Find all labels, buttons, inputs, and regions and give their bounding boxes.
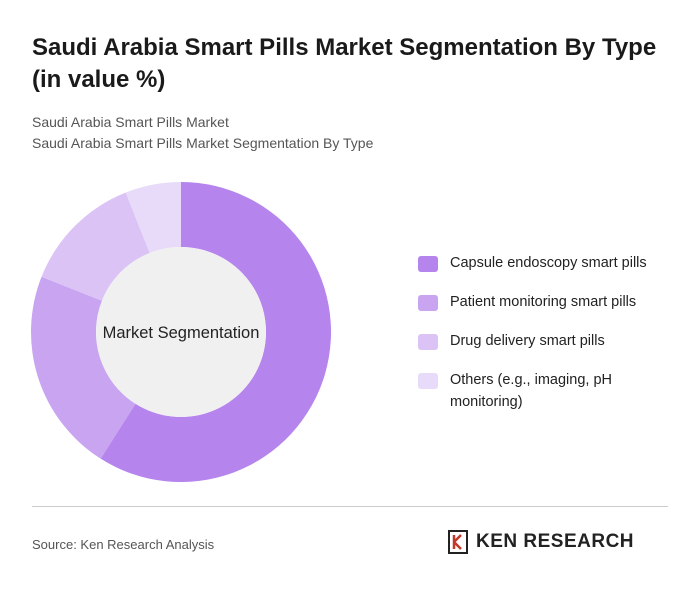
legend-item: Patient monitoring smart pills — [418, 291, 668, 313]
legend-label: Others (e.g., imaging, pH monitoring) — [450, 372, 612, 410]
brand-name: KEN RESEARCH — [476, 531, 635, 552]
donut-chart: Market Segmentation — [30, 182, 331, 482]
legend-item: Capsule endoscopy smart pills — [418, 252, 668, 274]
legend-item: Others (e.g., imaging, pH monitoring) — [418, 369, 668, 413]
legend-swatch — [418, 334, 438, 350]
donut-slice — [125, 182, 181, 253]
center-label: Market Segmentation — [103, 324, 260, 342]
legend-swatch — [418, 295, 438, 311]
donut-center — [96, 247, 266, 417]
subtitle: Saudi Arabia Smart Pills Market — [32, 114, 229, 130]
chart-title: Saudi Arabia Smart Pills Market Segmenta… — [32, 34, 657, 93]
divider — [32, 506, 668, 507]
legend: Capsule endoscopy smart pills Patient mon… — [418, 252, 668, 430]
legend-label: Capsule endoscopy smart pills — [450, 255, 647, 271]
legend-item: Drug delivery smart pills — [418, 330, 668, 352]
subtitle: Saudi Arabia Smart Pills Market Segmenta… — [32, 135, 374, 151]
donut-slice — [100, 182, 331, 482]
brand-logo: KEN RESEARCH — [448, 530, 634, 554]
legend-swatch — [418, 373, 438, 389]
legend-swatch — [418, 256, 438, 272]
donut-slice — [41, 192, 150, 301]
donut-slice — [30, 276, 136, 459]
logo-icon — [448, 530, 468, 554]
source: Source: Ken Research Analysis — [32, 537, 215, 552]
legend-label: Patient monitoring smart pills — [450, 294, 637, 310]
legend-label: Drug delivery smart pills — [450, 333, 605, 349]
